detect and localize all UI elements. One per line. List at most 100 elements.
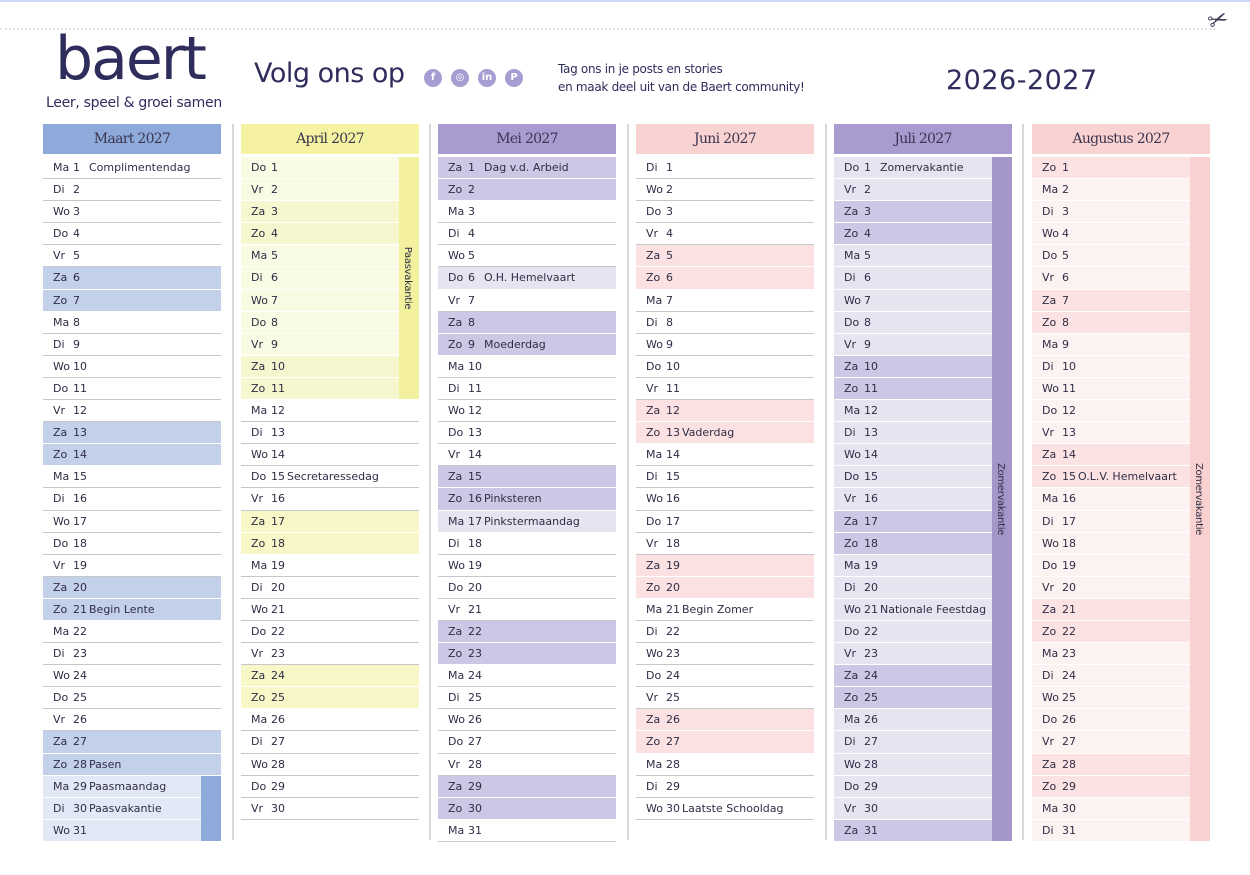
day-name: Zo [646, 735, 661, 749]
day-row: Vr 20 [1032, 576, 1210, 599]
day-row: Wo 14 [241, 444, 419, 467]
day-row: Za 26 [636, 709, 814, 732]
day-number: 4 [864, 227, 871, 241]
day-name: Ma [251, 713, 268, 727]
day-row: Di 6 [241, 267, 419, 290]
day-name: Di [251, 271, 263, 285]
day-number: 17 [1062, 514, 1076, 528]
day-row: Di 27 [241, 731, 419, 754]
day-number: 14 [666, 448, 680, 462]
linkedin-icon[interactable]: in [478, 69, 496, 87]
day-row: Vr 5 [43, 245, 221, 268]
day-row: Di 20 [834, 576, 1012, 599]
day-name: Do [251, 624, 267, 638]
day-row: Do 15 [834, 466, 1012, 489]
day-name: Ma [448, 514, 465, 528]
day-row: Zo 11 [834, 377, 1012, 401]
day-number: 17 [468, 514, 482, 528]
day-name: Do [53, 536, 69, 550]
day-row: Ma 5 [241, 245, 419, 268]
day-name: Di [53, 183, 65, 197]
day-number: 22 [864, 624, 878, 638]
day-number: 25 [666, 691, 680, 705]
day-number: 23 [864, 647, 878, 661]
instagram-icon[interactable]: ◎ [451, 69, 469, 87]
day-number: 19 [271, 558, 285, 572]
day-row: Do 15 Secretaressedag [241, 466, 419, 489]
day-number: 29 [666, 779, 680, 793]
day-row: Wo 9 [636, 334, 814, 356]
day-name: Do [646, 669, 662, 683]
day-row: Vr 19 [43, 555, 221, 577]
day-name: Vr [646, 381, 659, 395]
column-divider [1022, 124, 1024, 840]
day-number: 25 [271, 691, 285, 705]
day-name: Zo [251, 691, 266, 705]
day-row: Di 13 [834, 422, 1012, 445]
day-name: Di [53, 647, 65, 661]
day-name: Wo [53, 823, 70, 837]
day-name: Ma [251, 249, 268, 263]
day-number: 3 [271, 205, 278, 219]
facebook-icon[interactable]: f [424, 69, 442, 87]
day-number: 30 [468, 801, 482, 815]
day-number: 19 [666, 558, 680, 572]
day-name: Zo [251, 227, 266, 241]
day-row: Wo 3 [43, 201, 221, 224]
day-row: Ma 30 [1032, 797, 1210, 820]
day-row: Ma 28 [636, 754, 814, 776]
day-number: 29 [864, 779, 878, 793]
day-name: Wo [844, 602, 861, 616]
day-row: Do 3 [636, 201, 814, 224]
day-event: Dag v.d. Arbeid [484, 161, 569, 174]
day-name: Wo [251, 602, 268, 616]
day-name: Do [251, 315, 267, 329]
day-row: Di 20 [241, 577, 419, 599]
day-row: Za 7 [1032, 289, 1210, 312]
day-name: Vr [448, 293, 461, 307]
day-number: 14 [271, 448, 285, 462]
day-row: Do 29 [834, 775, 1012, 798]
day-row: Vr 27 [1032, 731, 1210, 754]
day-name: Do [53, 227, 69, 241]
day-number: 22 [1062, 624, 1076, 638]
day-row: Zo 18 [241, 532, 419, 555]
day-name: Di [1042, 669, 1054, 683]
day-number: 13 [864, 426, 878, 440]
column-divider [232, 124, 234, 840]
day-number: 27 [468, 735, 482, 749]
day-number: 25 [468, 691, 482, 705]
day-name: Di [448, 227, 460, 241]
pinterest-icon[interactable]: P [505, 69, 523, 87]
day-name: Ma [448, 669, 465, 683]
day-number: 30 [1062, 801, 1076, 815]
tag-text-1: Tag ons in je posts en stories [558, 62, 723, 76]
day-name: Za [1042, 448, 1057, 462]
day-name: Di [646, 161, 658, 174]
day-name: Do [53, 381, 69, 395]
day-name: Ma [53, 161, 70, 174]
day-row: Za 10 [241, 355, 419, 378]
day-row: Zo 21 Begin Lente [43, 598, 221, 621]
day-name: Do [1042, 249, 1058, 263]
day-name: Wo [53, 359, 70, 373]
day-row: Vr 6 [1032, 267, 1210, 290]
day-name: Ma [1042, 647, 1059, 661]
day-name: Do [646, 359, 662, 373]
day-number: 18 [271, 536, 285, 550]
day-name: Vr [844, 183, 857, 197]
day-number: 26 [468, 713, 482, 727]
day-number: 14 [73, 448, 87, 462]
day-number: 18 [73, 536, 87, 550]
day-name: Zo [1042, 624, 1057, 638]
day-name: Zo [53, 757, 68, 771]
day-name: Vr [448, 757, 461, 771]
day-row: Ma 3 [438, 201, 616, 224]
day-row: Zo 8 [1032, 311, 1210, 334]
day-number: 21 [666, 602, 680, 616]
day-number: 18 [666, 536, 680, 550]
day-name: Zo [646, 426, 661, 440]
day-name: Wo [251, 757, 268, 771]
day-number: 15 [271, 470, 285, 484]
day-event: Pasen [89, 757, 122, 771]
